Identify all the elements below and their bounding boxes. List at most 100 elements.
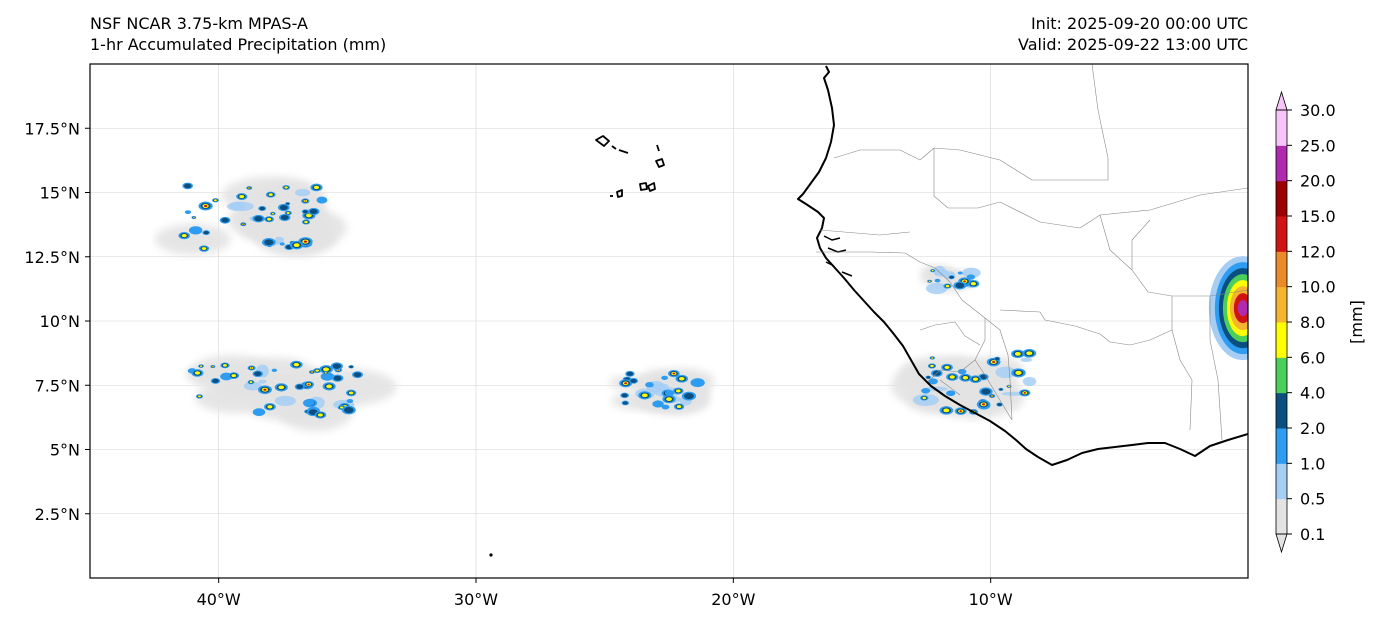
- convective-cell: [319, 365, 333, 374]
- convective-cell: [959, 373, 972, 382]
- cell-ring: [999, 388, 1003, 391]
- cell-core: [949, 375, 955, 379]
- cell-ring: [254, 371, 262, 377]
- colorbar-tick-label: 15.0: [1300, 207, 1336, 226]
- cell-ring: [652, 400, 664, 408]
- convective-cell: [294, 383, 305, 390]
- cell-ring: [353, 372, 362, 378]
- convective-cell: [638, 391, 652, 400]
- cell-core: [944, 365, 950, 370]
- colorbar-tick-label: 0.5: [1300, 490, 1325, 509]
- colorbar-tick-label: 25.0: [1300, 136, 1336, 155]
- convective-cell: [228, 372, 240, 380]
- cell-core: [959, 410, 963, 413]
- cell-core: [304, 220, 308, 224]
- convective-cell: [1011, 349, 1025, 359]
- colorbar-segment: [1276, 322, 1287, 358]
- convective-cell: [308, 370, 315, 374]
- precip-patch: [243, 381, 262, 391]
- convective-cell: [313, 368, 322, 374]
- cell-core: [293, 362, 300, 367]
- maio-island: [639, 182, 648, 191]
- convective-cell: [316, 196, 328, 204]
- precip-shield: [155, 223, 231, 256]
- lat-tick-label: 10°N: [40, 312, 80, 331]
- colorbar-tick-label: 30.0: [1300, 101, 1336, 120]
- convective-cell: [988, 394, 996, 398]
- field-name: 1-hr Accumulated Precipitation (mm): [90, 35, 387, 54]
- cell-ring: [271, 368, 278, 372]
- convective-cell: [957, 368, 967, 375]
- convective-cell: [188, 226, 203, 235]
- longitude-axis: 40°W 30°W 20°W 10°W: [197, 578, 1013, 609]
- precip-patch: [925, 282, 948, 295]
- cell-ring: [203, 230, 209, 235]
- cell-ring: [296, 384, 304, 389]
- convective-cell: [661, 404, 670, 410]
- valid-time: Valid: 2025-09-22 13:00 UTC: [1017, 35, 1248, 54]
- cell-ring: [949, 275, 954, 279]
- cell-core: [666, 397, 672, 402]
- cell-ring: [645, 382, 654, 388]
- intensity-contour: [1237, 300, 1248, 317]
- cell-ring: [279, 204, 288, 211]
- convective-cell: [247, 365, 256, 371]
- convective-cell: [1006, 384, 1012, 388]
- cell-ring: [684, 392, 694, 400]
- cell-core: [222, 364, 227, 367]
- convective-cell: [290, 360, 303, 369]
- convective-cell: [258, 206, 267, 212]
- sal-island: [656, 144, 660, 152]
- convective-cell: [257, 385, 272, 395]
- cell-core: [1026, 351, 1033, 356]
- cell-ring: [621, 393, 628, 398]
- colorbar-segment: [1276, 216, 1287, 252]
- colorbar-segment: [1276, 392, 1287, 429]
- convective-cell: [282, 185, 290, 190]
- convective-cell: [675, 374, 689, 383]
- colorbar-ticks: 0.1 0.5 1.0 2.0 4.0 6.0 8.0 10.0 12.0 15.0 20.0 25.…: [1287, 101, 1336, 544]
- cell-ring: [184, 183, 192, 189]
- cell-ring: [946, 390, 956, 397]
- precip-patch: [294, 188, 311, 197]
- cell-core: [931, 269, 934, 272]
- convective-cell: [927, 363, 937, 369]
- convective-cell: [277, 203, 290, 212]
- intense-system: [1208, 256, 1248, 361]
- convective-cell: [271, 368, 278, 372]
- cell-ring: [921, 388, 931, 394]
- convective-cell: [252, 408, 266, 416]
- lat-tick-label: 12.5°N: [24, 248, 80, 267]
- cell-core: [963, 280, 966, 283]
- convective-cell: [1022, 348, 1037, 358]
- convective-cell: [210, 378, 221, 384]
- cell-ring: [346, 398, 354, 404]
- convective-cell: [920, 395, 929, 401]
- colorbar-segments: [1276, 110, 1287, 535]
- convective-cell: [246, 186, 253, 190]
- convective-cell: [625, 370, 635, 377]
- convective-cell: [191, 369, 204, 377]
- cell-core: [286, 211, 290, 215]
- colorbar-tick-label: 6.0: [1300, 348, 1325, 367]
- cell-core: [197, 395, 201, 398]
- latitude-axis: 17.5°N 15°N 12.5°N 10°N 7.5°N 5°N 2.5°N: [24, 119, 90, 524]
- colorbar-tick-label: 4.0: [1300, 384, 1325, 403]
- convective-cell: [301, 219, 311, 225]
- cell-core: [313, 185, 320, 190]
- convective-cell: [930, 269, 936, 273]
- cell-core: [242, 223, 244, 225]
- convective-cell: [998, 387, 1004, 391]
- cell-core: [231, 374, 237, 378]
- cell-ring: [934, 278, 941, 283]
- colorbar-tick-label: 20.0: [1300, 172, 1336, 191]
- convective-cell: [957, 271, 963, 275]
- cell-core: [193, 217, 195, 218]
- cell-core: [931, 357, 934, 359]
- cell-core: [278, 385, 285, 390]
- convective-cell: [289, 240, 304, 250]
- colorbar-segment: [1276, 286, 1287, 323]
- sao-vicente-island: [611, 145, 617, 150]
- cell-core: [943, 408, 950, 413]
- convective-cell: [661, 375, 669, 380]
